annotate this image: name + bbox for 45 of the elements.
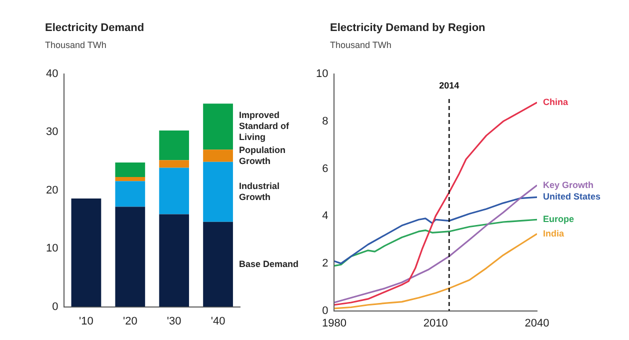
y-tick-label: 4: [322, 210, 328, 222]
y-tick-label: 10: [316, 68, 328, 80]
bar: [159, 168, 190, 214]
bar: [203, 222, 233, 307]
y-tick-label: 10: [46, 242, 58, 255]
chart-subtitle: Thousand TWh: [45, 40, 106, 50]
y-tick-label: 30: [46, 126, 58, 138]
bar: [159, 130, 190, 160]
y-tick-label: 40: [46, 68, 58, 80]
bar: [115, 206, 146, 307]
series-label: Base Demand: [238, 258, 298, 269]
chart-title: Electricity Demand by Region: [330, 22, 486, 34]
series-label: India: [543, 228, 565, 238]
y-tick-label: 6: [322, 162, 328, 175]
ref-line-label: 2014: [439, 80, 460, 90]
y-tick-label: 8: [322, 115, 328, 128]
series-label: Europe: [543, 214, 574, 224]
chart-title: Electricity Demand: [45, 22, 144, 34]
x-tick-label: '20: [122, 315, 138, 328]
chart-subtitle: Thousand TWh: [330, 40, 392, 50]
series-label: Industrial Growth: [238, 180, 280, 202]
bar: [71, 198, 102, 307]
y-tick-label: 0: [322, 304, 328, 317]
series-label: Key Growth: [543, 180, 594, 190]
x-tick-label: 2010: [423, 317, 448, 330]
bar: [159, 214, 190, 307]
bar: [115, 162, 146, 178]
bar: [159, 160, 190, 168]
y-tick-label: 2: [322, 257, 328, 270]
x-tick-label: 1980: [322, 317, 346, 330]
x-tick-label: 2040: [524, 317, 550, 330]
x-tick-label: '40: [210, 315, 226, 328]
x-tick-label: '10: [79, 315, 94, 328]
bar: [203, 150, 233, 162]
bar: [203, 162, 233, 222]
series-label: Population Growth: [238, 144, 286, 166]
x-tick-label: '30: [166, 315, 182, 328]
bar: [115, 177, 146, 182]
y-tick-label: 0: [52, 300, 58, 313]
series-label: China: [543, 96, 569, 107]
y-tick-label: 20: [46, 184, 58, 196]
series-label: Improved Standard of Living: [238, 110, 290, 142]
bar: [115, 181, 146, 207]
bar: [203, 104, 233, 150]
series-label: United States: [543, 192, 601, 202]
